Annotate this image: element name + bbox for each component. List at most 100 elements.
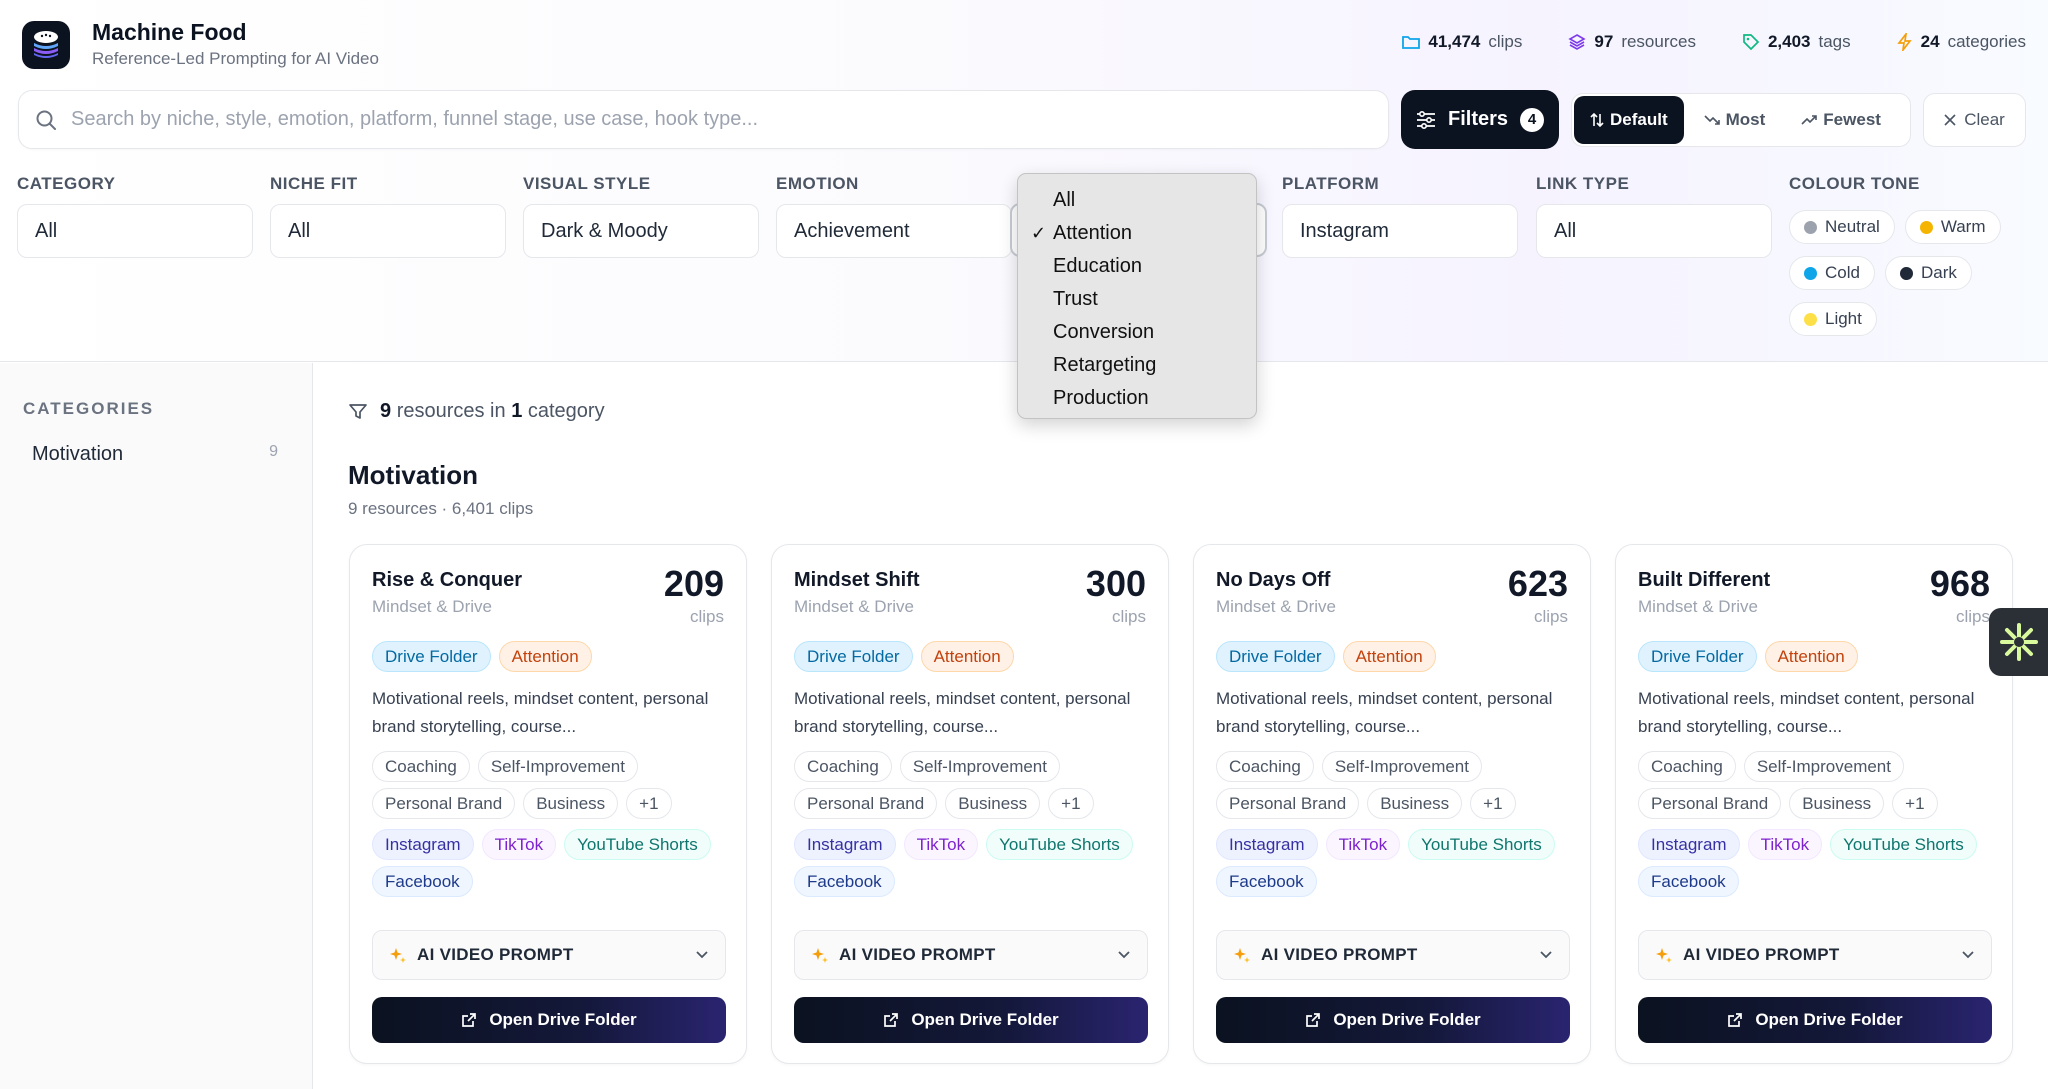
sidebar-item-count: 9 <box>269 443 278 460</box>
filter-category-select[interactable]: All <box>17 204 253 258</box>
dropdown-option-trust[interactable]: Trust <box>1018 283 1256 316</box>
summary-text-1: resources in <box>396 400 506 422</box>
filter-platform: PLATFORM Instagram <box>1282 174 1518 258</box>
filter-emotion-select[interactable]: Achievement <box>776 204 1012 258</box>
dropdown-option-production[interactable]: Production <box>1018 382 1256 415</box>
folder-icon <box>1402 36 1421 49</box>
resource-card[interactable]: Rise & Conquer Mindset & Drive 209 clips Dri… <box>349 544 747 1064</box>
sort-default-button[interactable]: Default <box>1574 96 1684 144</box>
funnel-stage-badge: Attention <box>498 641 592 672</box>
ai-video-prompt-toggle[interactable]: AI VIDEO PROMPT <box>794 930 1148 980</box>
sort-fewest-button[interactable]: Fewest <box>1785 96 1897 144</box>
open-drive-folder-button[interactable]: Open Drive Folder <box>372 997 726 1043</box>
prompt-label: AI VIDEO PROMPT <box>417 945 574 964</box>
ai-video-prompt-toggle[interactable]: AI VIDEO PROMPT <box>1216 930 1570 980</box>
bolt-icon <box>1896 33 1912 51</box>
prompt-label: AI VIDEO PROMPT <box>1683 945 1840 964</box>
tone-dot <box>1899 266 1913 280</box>
filter-niche-fit-select[interactable]: All <box>270 204 506 258</box>
link-type-badge: Drive Folder <box>372 641 491 672</box>
dropdown-option-label: Conversion <box>1053 321 1155 343</box>
dropdown-option-conversion[interactable]: Conversion <box>1018 316 1256 349</box>
sidebar-item-motivation[interactable]: Motivation 9 <box>32 443 278 466</box>
resource-card[interactable]: Mindset Shift Mindset & Drive 300 clips Driv… <box>771 544 1169 1064</box>
sparkles-icon <box>1656 948 1672 963</box>
filter-category-label: CATEGORY <box>17 174 116 193</box>
resource-card[interactable]: Built Different Mindset & Drive 968 clips Dr… <box>1615 544 2013 1064</box>
filters-button[interactable]: Filters 4 <box>1401 90 1559 149</box>
search-bar[interactable] <box>18 90 1389 149</box>
open-drive-folder-button[interactable]: Open Drive Folder <box>794 997 1148 1043</box>
niche-tag: Personal Brand <box>794 788 938 819</box>
platform-tag: YouTube Shorts <box>1830 829 1977 860</box>
chevron-down-icon <box>1962 951 1974 959</box>
niche-tag: Business <box>1789 788 1885 819</box>
filter-emotion: EMOTION Achievement <box>776 174 1012 258</box>
tone-chip-label: Warm <box>1940 217 1986 236</box>
resource-card[interactable]: No Days Off Mindset & Drive 623 clips Drive … <box>1193 544 1591 1064</box>
tone-chip-cold[interactable]: Cold <box>1789 256 1875 290</box>
stat-clips: 41,474 clips <box>1402 32 1522 52</box>
open-drive-folder-button[interactable]: Open Drive Folder <box>1638 997 1992 1043</box>
sparkle-burst-icon <box>1999 623 2038 661</box>
sort-most-button[interactable]: Most <box>1688 96 1782 144</box>
platform-tag: Instagram <box>794 829 896 860</box>
summary-text-2: category <box>527 400 605 422</box>
tone-chip-dark[interactable]: Dark <box>1884 256 1972 290</box>
card-clip-count: 623 <box>1507 563 1568 604</box>
stat-resources-value: 97 <box>1594 32 1614 51</box>
card-clip-label: clips <box>1955 607 1990 626</box>
section-subtitle: 9 resources · 6,401 clips <box>348 499 534 518</box>
niche-tag: +1 <box>1470 788 1516 819</box>
link-type-badge: Drive Folder <box>794 641 913 672</box>
external-link-icon <box>1728 1013 1743 1027</box>
open-drive-folder-label: Open Drive Folder <box>911 1010 1059 1029</box>
tone-chip-label: Light <box>1825 309 1862 328</box>
tone-chip-light[interactable]: Light <box>1789 302 1877 336</box>
platform-tag: YouTube Shorts <box>986 829 1133 860</box>
tone-chip-neutral[interactable]: Neutral <box>1789 210 1895 244</box>
tone-chip-warm[interactable]: Warm <box>1904 210 2001 244</box>
filter-link-type-select[interactable]: All <box>1536 204 1772 258</box>
dropdown-option-retargeting[interactable]: Retargeting <box>1018 349 1256 382</box>
card-title: Mindset Shift <box>794 569 920 591</box>
card-clip-label: clips <box>689 607 724 626</box>
dropdown-option-all[interactable]: All <box>1018 184 1256 217</box>
card-description: Motivational reels, mindset content, per… <box>372 689 709 736</box>
dropdown-option-label: Attention <box>1053 222 1132 244</box>
sort-fewest-label: Fewest <box>1823 110 1881 129</box>
filter-visual-style-select[interactable]: Dark & Moody <box>523 204 759 258</box>
tone-dot <box>1804 220 1817 234</box>
card-badges: Drive Folder Attention <box>372 641 726 672</box>
sort-default-label: Default <box>1610 110 1668 129</box>
filter-niche-fit: NICHE FIT All <box>270 174 506 258</box>
niche-tags: Coaching Self-Improvement Personal Brand Bu… <box>1638 751 1992 819</box>
card-category: Mindset & Drive <box>1638 597 1758 616</box>
dropdown-option-attention[interactable]: ✓ Attention <box>1018 217 1256 250</box>
dropdown-option-label: Production <box>1053 387 1149 409</box>
niche-tag: Personal Brand <box>1216 788 1360 819</box>
app-logo <box>22 21 70 69</box>
external-link-icon <box>1306 1013 1321 1027</box>
clear-button[interactable]: Clear <box>1923 93 2026 147</box>
results-summary: 9 resources in 1 category <box>348 400 605 423</box>
link-type-badge: Drive Folder <box>1638 641 1757 672</box>
filter-emotion-label: EMOTION <box>776 174 859 193</box>
filter-platform-select[interactable]: Instagram <box>1282 204 1518 258</box>
ai-video-prompt-toggle[interactable]: AI VIDEO PROMPT <box>1638 930 1992 980</box>
platform-tag: Facebook <box>372 866 473 897</box>
tone-chip-label: Cold <box>1825 263 1860 282</box>
platform-tag: YouTube Shorts <box>1408 829 1555 860</box>
stat-categories: 24 categories <box>1896 32 2026 52</box>
card-title: Built Different <box>1638 569 1771 591</box>
ai-video-prompt-toggle[interactable]: AI VIDEO PROMPT <box>372 930 726 980</box>
search-input[interactable] <box>71 108 1388 131</box>
assistant-fab[interactable] <box>1989 608 2048 676</box>
platform-tags: Instagram TikTok YouTube Shorts Facebook <box>1638 829 1992 897</box>
dropdown-option-education[interactable]: Education <box>1018 250 1256 283</box>
card-category: Mindset & Drive <box>372 597 492 616</box>
filters-count-badge: 4 <box>1520 107 1545 132</box>
niche-tag: Self-Improvement <box>1743 751 1904 782</box>
open-drive-folder-button[interactable]: Open Drive Folder <box>1216 997 1570 1043</box>
summary-resource-count: 9 <box>380 400 392 422</box>
